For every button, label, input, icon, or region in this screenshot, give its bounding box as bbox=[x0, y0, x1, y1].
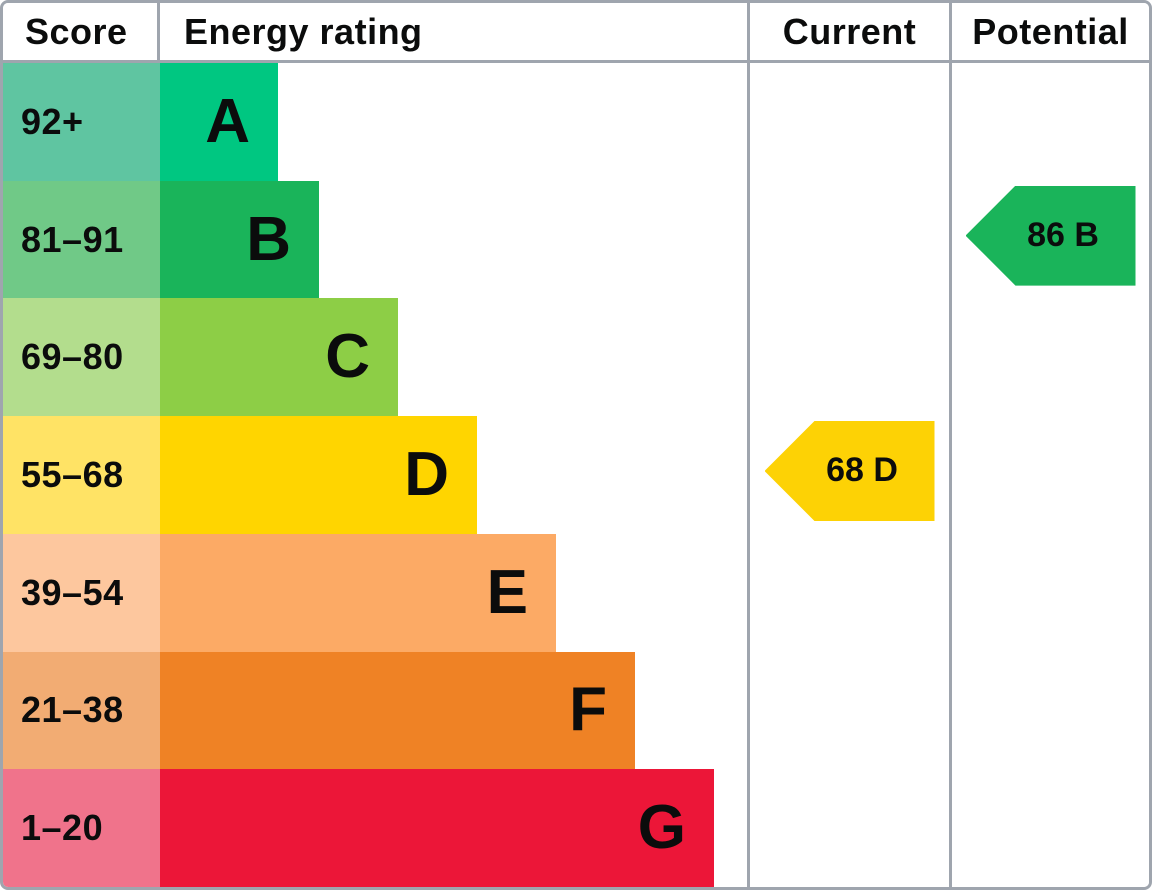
header-score-label: Score bbox=[25, 10, 128, 52]
rating-bar-c: C bbox=[160, 298, 398, 417]
rating-bar-b: B bbox=[160, 180, 319, 299]
potential-column-cell-f bbox=[952, 651, 1149, 770]
energy-rating-cell-c: C bbox=[160, 298, 750, 417]
band-letter-d: D bbox=[404, 439, 449, 509]
potential-column-cell-g bbox=[952, 769, 1149, 887]
current-column-cell-a bbox=[750, 63, 952, 181]
score-range-cell-d: 55–68 bbox=[3, 416, 160, 534]
current-column-cell-d: 68 D bbox=[750, 416, 952, 534]
energy-rating-cell-b: B bbox=[160, 180, 750, 299]
band-letter-b: B bbox=[246, 204, 291, 274]
current-column-cell-g bbox=[750, 769, 952, 887]
current-rating-label: 68 D bbox=[826, 451, 898, 490]
rating-bar-f: F bbox=[160, 651, 635, 770]
score-range-label-f: 21–38 bbox=[21, 689, 124, 731]
current-column-cell-b bbox=[750, 180, 952, 299]
band-letter-f: F bbox=[569, 675, 607, 745]
energy-rating-cell-a: A bbox=[160, 63, 750, 181]
band-letter-c: C bbox=[325, 322, 370, 392]
score-range-cell-g: 1–20 bbox=[3, 769, 160, 887]
score-range-cell-c: 69–80 bbox=[3, 298, 160, 417]
rating-bar-d: D bbox=[160, 416, 477, 534]
header-energy-rating-label: Energy rating bbox=[184, 10, 423, 52]
potential-rating-label: 86 B bbox=[1027, 216, 1099, 255]
potential-rating-arrow: 86 B bbox=[965, 185, 1136, 286]
score-range-label-c: 69–80 bbox=[21, 336, 124, 378]
band-letter-e: E bbox=[486, 557, 528, 627]
current-rating-arrow: 68 D bbox=[764, 420, 935, 521]
header-potential: Potential bbox=[952, 3, 1149, 63]
potential-column-cell-d bbox=[952, 416, 1149, 534]
energy-rating-cell-d: D bbox=[160, 416, 750, 534]
rating-bar-e: E bbox=[160, 533, 556, 652]
potential-column-cell-c bbox=[952, 298, 1149, 417]
current-column-cell-f bbox=[750, 651, 952, 770]
energy-rating-cell-e: E bbox=[160, 533, 750, 652]
energy-rating-cell-g: G bbox=[160, 769, 750, 887]
header-current: Current bbox=[750, 3, 952, 63]
band-letter-a: A bbox=[205, 86, 250, 156]
current-column-cell-c bbox=[750, 298, 952, 417]
header-current-label: Current bbox=[782, 10, 917, 52]
score-range-label-e: 39–54 bbox=[21, 571, 124, 613]
header-energy-rating: Energy rating bbox=[160, 3, 750, 63]
header-potential-label: Potential bbox=[972, 10, 1129, 52]
score-range-label-d: 55–68 bbox=[21, 453, 124, 495]
score-range-cell-b: 81–91 bbox=[3, 180, 160, 299]
score-range-label-g: 1–20 bbox=[21, 807, 104, 849]
rating-bar-g: G bbox=[160, 769, 714, 887]
current-column-cell-e bbox=[750, 533, 952, 652]
score-range-cell-e: 39–54 bbox=[3, 533, 160, 652]
rating-bar-a: A bbox=[160, 63, 278, 181]
band-letter-g: G bbox=[637, 793, 686, 863]
potential-column-cell-b: 86 B bbox=[952, 180, 1149, 299]
potential-column-cell-e bbox=[952, 533, 1149, 652]
score-range-cell-f: 21–38 bbox=[3, 651, 160, 770]
score-range-cell-a: 92+ bbox=[3, 63, 160, 181]
header-score: Score bbox=[3, 3, 160, 63]
score-range-label-a: 92+ bbox=[21, 100, 84, 142]
potential-column-cell-a bbox=[952, 63, 1149, 181]
score-range-label-b: 81–91 bbox=[21, 218, 124, 260]
energy-rating-cell-f: F bbox=[160, 651, 750, 770]
